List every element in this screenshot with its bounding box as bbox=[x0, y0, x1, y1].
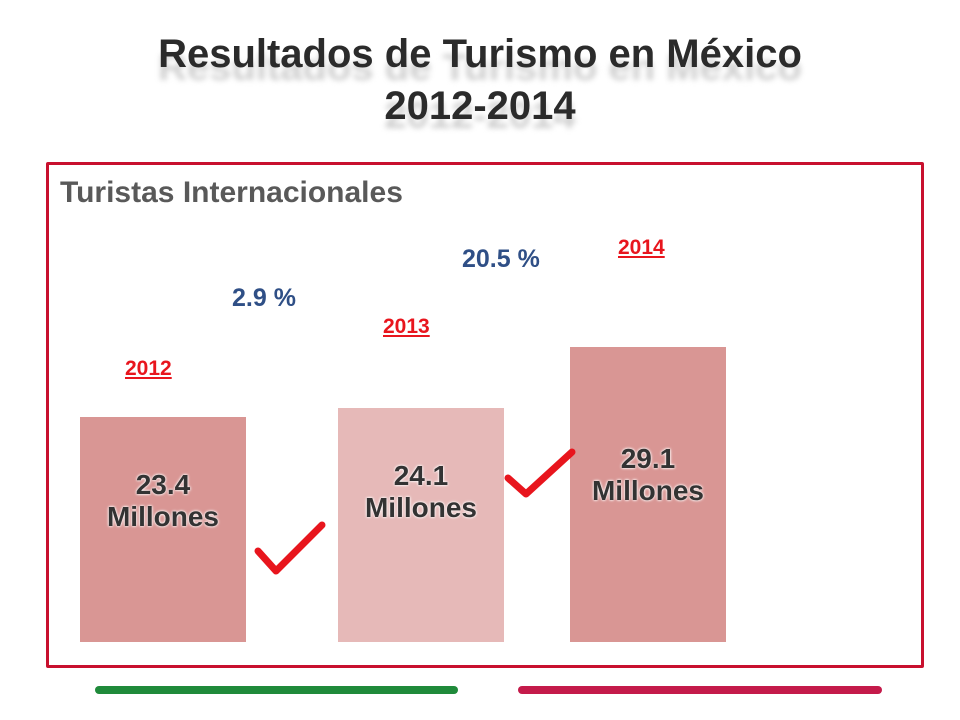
year-label-2014: 2014 bbox=[618, 236, 665, 259]
year-label-2012: 2012 bbox=[125, 357, 172, 380]
checkmark-icon bbox=[504, 448, 576, 498]
checkmark-icon bbox=[254, 521, 326, 575]
year-label-2013: 2013 bbox=[383, 315, 430, 338]
bar-value-label: 24.1 Millones bbox=[364, 460, 477, 524]
growth-label-2012-2013: 2.9 % bbox=[232, 284, 296, 312]
title-text: Resultados de Turismo en México 2012-201… bbox=[0, 28, 960, 132]
chart-frame bbox=[46, 162, 924, 668]
bar-2013: 24.1 Millones bbox=[338, 408, 504, 642]
bar-value-label: 23.4 Millones bbox=[106, 468, 219, 532]
footer-green-line bbox=[95, 686, 458, 694]
bar-value-label: 29.1 Millones bbox=[591, 443, 704, 507]
title-shadow: Resultados de Turismo en México 2012-201… bbox=[158, 47, 802, 137]
bar-2012: 23.4 Millones bbox=[80, 416, 246, 642]
footer-red-line bbox=[518, 686, 882, 694]
bar-2014: 29.1 Millones bbox=[570, 347, 726, 642]
title-line-1: Resultados de Turismo en México bbox=[158, 32, 802, 76]
chart-subtitle: Turistas Internacionales bbox=[60, 176, 403, 209]
page-title: Resultados de Turismo en México 2012-201… bbox=[0, 20, 960, 150]
title-line-2: 2012-2014 bbox=[384, 84, 576, 128]
growth-label-2013-2014: 20.5 % bbox=[462, 245, 540, 273]
